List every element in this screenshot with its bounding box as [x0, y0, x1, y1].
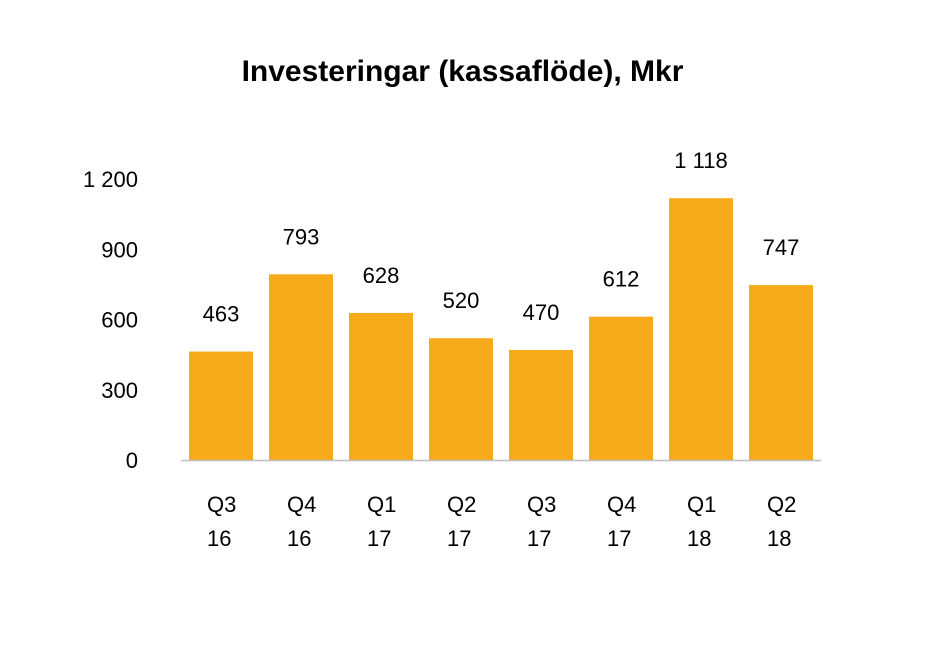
x-tick-label: Q2 — [767, 492, 796, 517]
y-tick-label: 300 — [101, 378, 138, 403]
data-label: 520 — [443, 288, 480, 313]
x-tick-label: Q3 — [207, 492, 236, 517]
x-tick-label: Q2 — [447, 492, 476, 517]
data-label: 628 — [363, 263, 400, 288]
data-label: 470 — [523, 300, 560, 325]
bar — [429, 338, 493, 460]
y-tick-label: 0 — [126, 448, 138, 473]
x-tick-label: 16 — [207, 526, 231, 551]
data-label: 463 — [203, 302, 240, 327]
data-label: 1 118 — [674, 148, 727, 173]
data-label: 612 — [603, 267, 640, 292]
x-tick-label: Q4 — [287, 492, 316, 517]
bar — [589, 316, 653, 460]
chart-title: Investeringar (kassaflöde), Mkr — [241, 55, 684, 88]
data-label: 747 — [763, 235, 800, 260]
x-tick-label: Q4 — [607, 492, 636, 517]
y-tick-label: 1 200 — [83, 167, 138, 192]
bar — [749, 285, 813, 460]
bar — [669, 198, 733, 460]
x-tick-label: 17 — [607, 526, 631, 551]
bar — [509, 349, 573, 460]
x-tick-label: Q3 — [527, 492, 556, 517]
x-tick-label: 17 — [447, 526, 471, 551]
bar — [189, 351, 253, 460]
x-tick-label: 18 — [767, 526, 791, 551]
x-tick-label: Q1 — [687, 492, 716, 517]
x-tick-label: 17 — [527, 526, 551, 551]
bar — [269, 274, 333, 460]
x-tick-label: 16 — [287, 526, 311, 551]
y-tick-label: 600 — [101, 308, 138, 333]
x-tick-label: 18 — [687, 526, 711, 551]
x-tick-label: 17 — [367, 526, 391, 551]
x-tick-label: Q1 — [367, 492, 396, 517]
bar — [349, 312, 413, 460]
y-tick-label: 900 — [101, 237, 138, 262]
data-label: 793 — [283, 224, 320, 249]
